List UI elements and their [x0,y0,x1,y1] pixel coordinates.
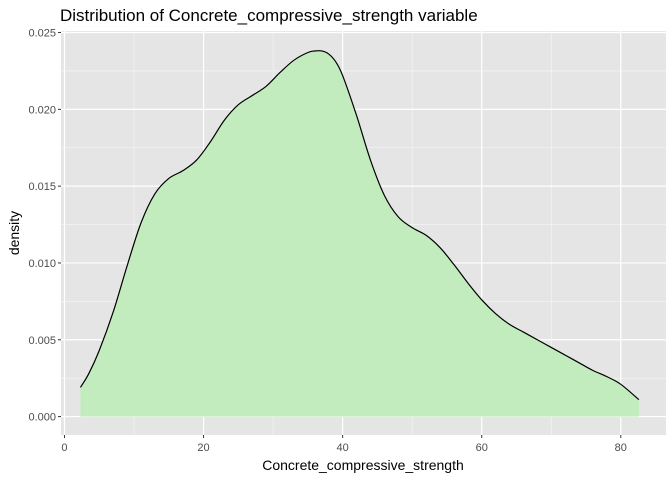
x-tick-label: 40 [337,442,349,454]
x-axis-ticks: 0 20 40 60 80 [61,435,627,454]
y-axis-label: density [6,211,22,255]
y-axis-ticks: 0.000 0.005 0.010 0.015 0.020 0.025 [28,28,61,424]
y-tick-label: 0.010 [28,258,56,270]
y-tick-label: 0.020 [28,104,56,116]
y-tick-label: 0.025 [28,28,56,40]
y-tick-label: 0.015 [28,181,56,193]
density-curve [79,50,640,401]
x-tick-label: 20 [197,442,209,454]
x-tick-label: 0 [61,442,67,454]
x-tick-label: 60 [476,442,488,454]
x-axis-label: Concrete_compressive_strength [262,457,464,473]
x-tick-label: 80 [615,442,627,454]
y-tick-label: 0.000 [28,412,56,424]
chart-title: Distribution of Concrete_compressive_str… [60,6,478,25]
y-tick-label: 0.005 [28,335,56,347]
density-area [80,50,639,417]
